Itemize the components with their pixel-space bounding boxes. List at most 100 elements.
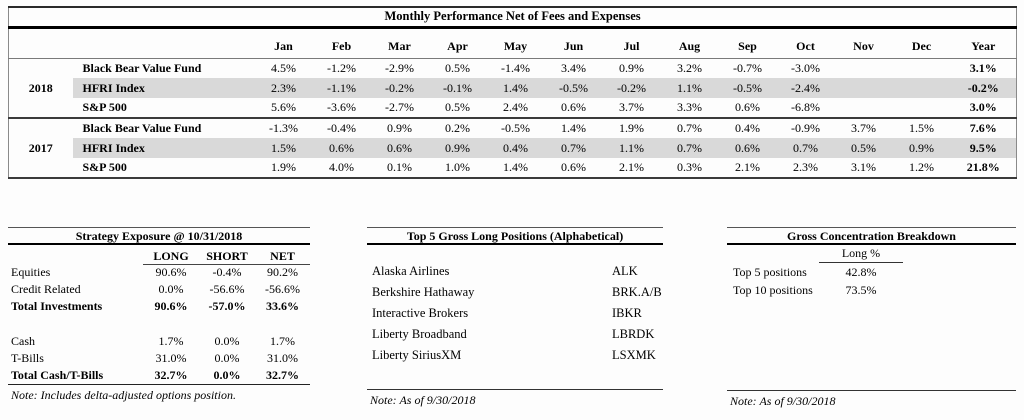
perf-value: -0.5% — [718, 78, 777, 98]
series-label: S&P 500 — [72, 158, 255, 179]
perf-value: 1.5% — [254, 138, 313, 158]
perf-value: -0.2% — [370, 78, 429, 98]
perf-value: -3.6% — [327, 100, 356, 114]
spacer-row — [8, 315, 310, 333]
column-header-year: Year — [950, 27, 1017, 59]
strategy-row-label: Total Cash/T-Bills — [8, 367, 143, 385]
perf-value: -6.8% — [791, 100, 820, 114]
header-spacer — [72, 27, 255, 59]
column-header-apr: Apr — [428, 27, 487, 59]
perf-value: 0.6% — [561, 100, 586, 114]
strategy-column-header-long: LONG — [143, 245, 199, 265]
spacer — [367, 366, 663, 389]
position-row: Liberty Broadband LBRDK — [367, 324, 663, 345]
concentration-row-label: Top 10 positions — [733, 282, 813, 297]
perf-value: -2.7% — [385, 100, 414, 114]
perf-value: 0.3% — [660, 158, 719, 179]
strategy-value: 31.0% — [267, 351, 298, 365]
perf-value: 4.0% — [312, 158, 371, 179]
concentration-row: Top 5 positions 42.8% — [727, 263, 1016, 281]
strategy-value: 90.6% — [155, 265, 187, 280]
perf-value: 0.4% — [486, 138, 545, 158]
perf-value: -0.1% — [428, 78, 487, 98]
strategy-row-label: Total Investments — [11, 299, 103, 313]
perf-value: 1.4% — [486, 78, 545, 98]
perf-value: 1.4% — [486, 158, 545, 179]
perf-value: 2.4% — [503, 100, 528, 114]
series-label: S&P 500 — [82, 100, 127, 114]
perf-value: 0.6% — [370, 138, 429, 158]
column-header-mar: Mar — [370, 27, 429, 59]
perf-value: 0.9% — [892, 138, 951, 158]
positions-note: Note: As of 9/30/2018 — [370, 393, 476, 407]
column-header-oct: Oct — [776, 27, 835, 59]
divider-line — [727, 390, 1016, 391]
perf-value: 0.9% — [370, 117, 429, 138]
perf-value: 2.3% — [254, 78, 313, 98]
strategy-value: 32.7% — [143, 367, 199, 385]
perf-value: 0.4% — [718, 117, 777, 138]
perf-value: -0.2% — [602, 78, 661, 98]
year-cell — [9, 98, 73, 118]
position-name: Alaska Airlines — [372, 264, 450, 278]
strategy-value: 90.2% — [267, 265, 298, 280]
perf-value: -0.4% — [312, 117, 371, 138]
strategy-exposure-title: Strategy Exposure @ 10/31/2018 — [8, 227, 310, 245]
perf-value: 0.6% — [718, 138, 777, 158]
perf-value: 1.1% — [602, 138, 661, 158]
performance-title-row: Monthly Performance Net of Fees and Expe… — [8, 6, 1017, 29]
perf-value: -1.4% — [501, 60, 530, 75]
concentration-title: Gross Concentration Breakdown — [727, 227, 1016, 245]
position-ticker: BRK.A/B — [612, 285, 662, 299]
perf-value: 3.1% — [834, 158, 893, 179]
position-row: Alaska Airlines ALK — [367, 261, 663, 282]
perf-value: 3.3% — [677, 100, 702, 114]
strategy-value: -56.6% — [265, 282, 300, 296]
position-ticker: IBKR — [612, 306, 642, 320]
perf-value: 1.9% — [602, 117, 661, 138]
position-ticker: LSXMK — [612, 348, 656, 362]
concentration-note: Note: As of 9/30/2018 — [730, 394, 836, 408]
strategy-row-label: Cash — [11, 334, 35, 348]
perf-value: 1.4% — [544, 117, 603, 138]
year-cell — [9, 58, 73, 78]
perf-value: 2.3% — [776, 158, 835, 179]
perf-value: 1.1% — [660, 78, 719, 98]
perf-row-2018-hfri: 2018 HFRI Index 2.3% -1.1% -0.2% -0.1% 1… — [9, 78, 1017, 98]
concentration-header-row: Long % — [727, 245, 1016, 263]
column-header-sep: Sep — [718, 27, 777, 59]
series-label: Black Bear Value Fund — [82, 60, 202, 75]
column-header-jul: Jul — [602, 27, 661, 59]
perf-year-value: -0.2% — [950, 78, 1017, 98]
strategy-row-total-investments: Total Investments 90.6% -57.0% 33.6% — [8, 298, 310, 315]
perf-year-value: 3.0% — [969, 100, 997, 114]
divider-line — [367, 389, 663, 390]
top-positions-title: Top 5 Gross Long Positions (Alphabetical… — [367, 227, 663, 245]
position-row: Berkshire Hathaway BRK.A/B — [367, 282, 663, 303]
strategy-value: -56.6% — [209, 282, 245, 296]
spacer — [8, 315, 310, 333]
perf-value: 2.1% — [602, 158, 661, 179]
position-name: Berkshire Hathaway — [372, 285, 475, 299]
perf-value: -0.5% — [544, 78, 603, 98]
spacer — [367, 245, 663, 261]
strategy-column-header-net: NET — [255, 245, 310, 265]
perf-value: 0.1% — [370, 158, 429, 179]
monthly-performance-table: Monthly Performance Net of Fees and Expe… — [8, 6, 1018, 179]
perf-value — [835, 98, 893, 118]
strategy-value: 0.0% — [158, 282, 184, 296]
perf-value: -0.7% — [733, 60, 762, 75]
perf-value: 3.7% — [834, 117, 893, 138]
concentration-row-label: Top 5 positions — [733, 264, 807, 279]
concentration-section: Gross Concentration Breakdown Long % Top… — [727, 227, 1016, 409]
position-name: Interactive Brokers — [372, 306, 469, 320]
spacer — [727, 299, 1016, 390]
perf-row-2018-fund: Black Bear Value Fund 4.5% -1.2% -2.9% 0… — [9, 58, 1017, 78]
perf-year-value: 9.5% — [950, 138, 1017, 158]
series-label: Black Bear Value Fund — [72, 117, 255, 138]
perf-value: -1.2% — [327, 60, 356, 75]
perf-value: 1.5% — [892, 117, 951, 138]
year-label: 2017 — [28, 140, 53, 155]
year-cell — [8, 158, 73, 179]
column-header-dec: Dec — [892, 27, 951, 59]
